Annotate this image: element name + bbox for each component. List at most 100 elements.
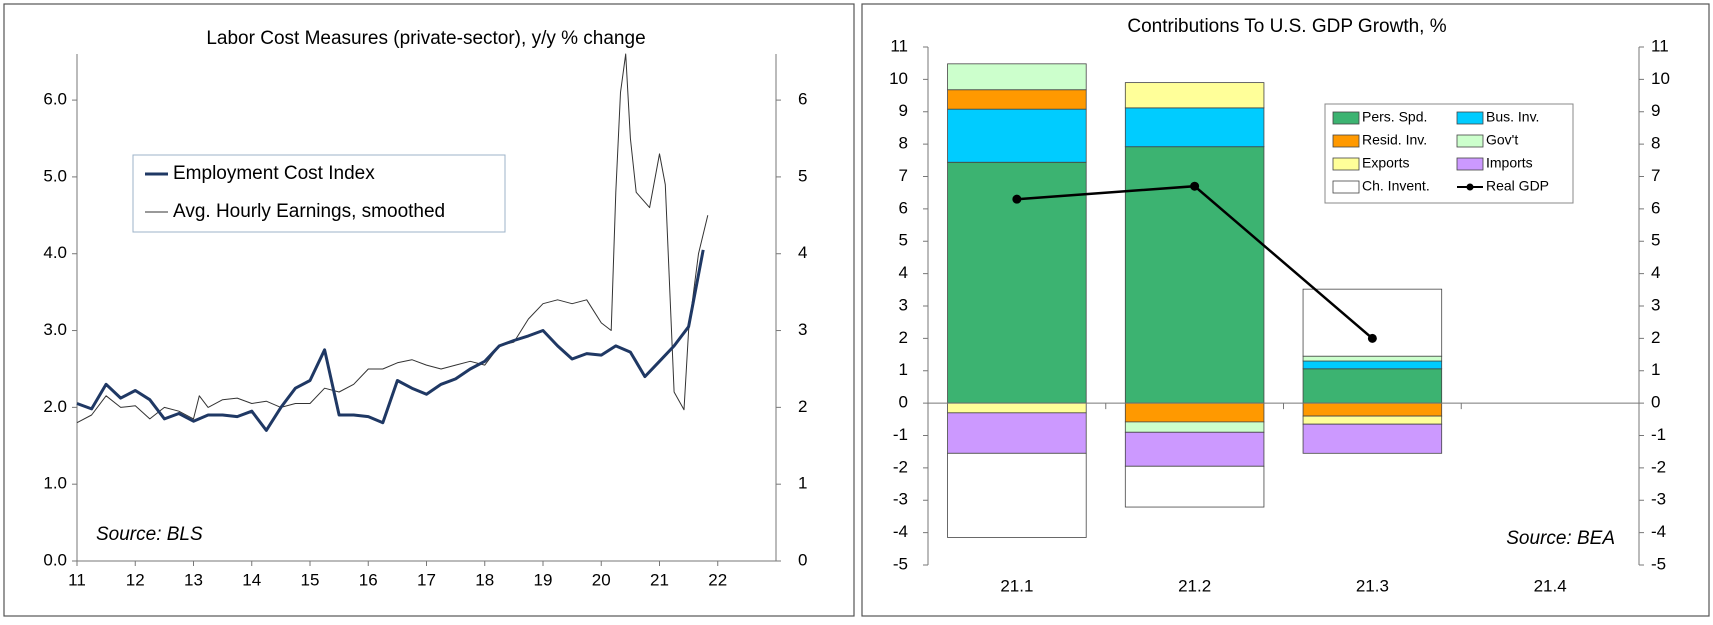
y2-tick-label: 3 <box>1651 295 1660 314</box>
x-tick-label: 20 <box>592 570 611 589</box>
y2-tick-label: 6 <box>1651 198 1660 217</box>
x-tick-label: 17 <box>417 570 436 589</box>
y-tick-label: -1 <box>893 425 908 444</box>
source-note: Source: BEA <box>1506 528 1615 549</box>
bar-segment <box>947 452 1087 538</box>
y-tick-label: 10 <box>889 69 908 88</box>
line-series <box>76 53 709 424</box>
legend-box <box>132 154 506 233</box>
bar-segment <box>1124 421 1265 433</box>
legend-label: Real GDP <box>1486 178 1549 194</box>
y-tick-label: 3 <box>899 295 908 314</box>
x-tick-label: 21 <box>650 570 669 589</box>
x-tick-label: 13 <box>184 570 203 589</box>
x-tick-label: 19 <box>534 570 553 589</box>
y-tick-label: -5 <box>893 554 908 573</box>
y-tick-label: 5.0 <box>43 166 67 185</box>
y-tick-label: 8 <box>899 134 908 153</box>
bar-segment <box>947 63 1087 91</box>
bar-segment <box>1302 360 1443 370</box>
y2-tick-label: 1 <box>798 474 807 493</box>
legend-label: Exports <box>1362 155 1409 171</box>
y2-tick-label: 1 <box>1651 360 1660 379</box>
bar-segment <box>947 89 1087 110</box>
source-note: Source: BLS <box>96 524 203 545</box>
y2-tick-label: 2 <box>1651 328 1660 347</box>
y-tick-label: 4 <box>899 263 908 282</box>
y2-tick-label: 5 <box>798 166 807 185</box>
bar-segment <box>1124 431 1265 467</box>
legend-swatch <box>1332 111 1360 125</box>
y-tick-label: 11 <box>890 36 908 55</box>
y2-tick-label: 2 <box>798 397 807 416</box>
legend-label: Avg. Hourly Earnings, smoothed <box>173 201 445 222</box>
bar-segment <box>1302 355 1443 362</box>
line-point <box>1012 194 1022 204</box>
bar-segment <box>1302 402 1443 417</box>
y2-tick-label: -2 <box>1651 457 1666 476</box>
y-tick-label: 0.0 <box>43 550 67 569</box>
x-tick-label: 21.1 <box>1000 576 1033 595</box>
x-tick-label: 15 <box>301 570 320 589</box>
left-panel <box>3 3 855 617</box>
bar-segment <box>1124 465 1265 508</box>
legend-label: Pers. Spd. <box>1362 109 1427 125</box>
x-tick-label: 21.4 <box>1534 576 1567 595</box>
y-tick-label: 2 <box>899 328 908 347</box>
y2-tick-label: 0 <box>798 550 807 569</box>
bar-segment <box>1302 368 1443 404</box>
y-tick-label: 1.0 <box>43 474 67 493</box>
legend-label: Employment Cost Index <box>173 163 375 184</box>
x-tick-label: 11 <box>68 570 86 589</box>
y-tick-label: 6 <box>899 198 908 217</box>
y-tick-label: 9 <box>899 101 908 120</box>
x-tick-label: 12 <box>126 570 145 589</box>
bar-segment <box>1302 288 1443 357</box>
y2-tick-label: 4 <box>798 243 807 262</box>
bar-segment <box>947 412 1087 454</box>
bar-segment <box>947 402 1087 414</box>
chart-title: Labor Cost Measures (private-sector), y/… <box>206 28 645 49</box>
legend-swatch-dot <box>1466 183 1474 191</box>
bar-segment <box>1302 415 1443 425</box>
x-tick-label: 21.3 <box>1356 576 1389 595</box>
legend-swatch <box>1332 134 1360 148</box>
legend-label: Bus. Inv. <box>1486 109 1539 125</box>
y-tick-label: -2 <box>893 457 908 476</box>
legend-label: Ch. Invent. <box>1362 178 1430 194</box>
y2-tick-label: 4 <box>1651 263 1660 282</box>
y-tick-label: 0 <box>899 393 908 412</box>
y2-tick-label: 3 <box>798 320 807 339</box>
legend-swatch <box>1456 134 1484 148</box>
legend-label: Imports <box>1486 155 1533 171</box>
legend-swatch <box>1456 157 1484 171</box>
y2-tick-label: 8 <box>1651 134 1660 153</box>
line-series <box>76 249 705 432</box>
y2-tick-label: 0 <box>1651 393 1660 412</box>
y-tick-label: 5 <box>899 231 908 250</box>
x-tick-label: 21.2 <box>1178 576 1211 595</box>
bar-segment <box>1124 82 1265 109</box>
x-tick-label: 22 <box>708 570 727 589</box>
y2-tick-label: -1 <box>1651 425 1666 444</box>
y-tick-label: 1 <box>899 360 908 379</box>
chart-title: Contributions To U.S. GDP Growth, % <box>1127 16 1446 37</box>
x-tick-label: 18 <box>475 570 494 589</box>
y2-tick-label: -5 <box>1651 554 1666 573</box>
bar-segment <box>1124 107 1265 148</box>
bar-segment <box>1302 423 1443 454</box>
line-point <box>1367 333 1377 343</box>
y2-tick-label: 9 <box>1651 101 1660 120</box>
y2-tick-label: 11 <box>1651 36 1669 55</box>
legend-label: Resid. Inv. <box>1362 132 1427 148</box>
y-tick-label: 6.0 <box>43 90 67 109</box>
y2-tick-label: -4 <box>1651 522 1666 541</box>
y2-tick-label: 7 <box>1651 166 1660 185</box>
y2-tick-label: 6 <box>798 90 807 109</box>
legend-swatch <box>1332 157 1360 171</box>
y-tick-label: 2.0 <box>43 397 67 416</box>
line-point <box>1190 181 1200 191</box>
y2-tick-label: 10 <box>1651 69 1670 88</box>
legend-label: Gov't <box>1486 132 1518 148</box>
